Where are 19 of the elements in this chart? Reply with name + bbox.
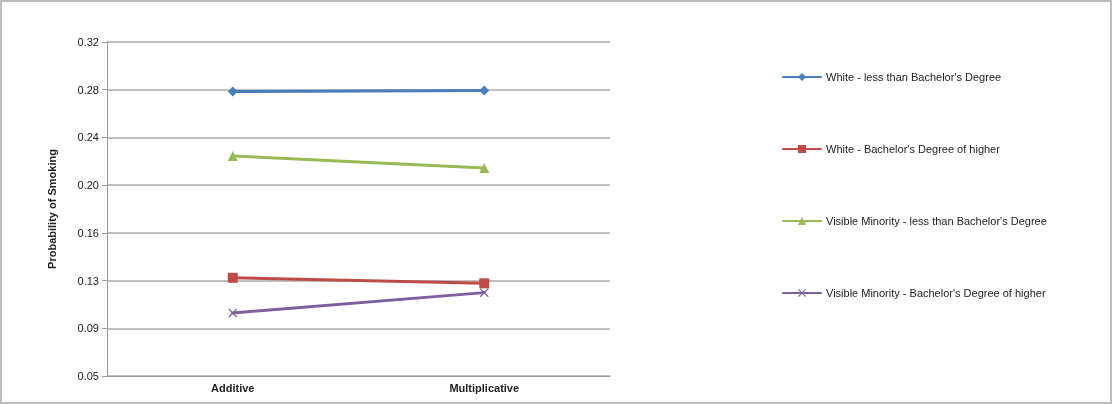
y-tick-label: 0.13	[77, 274, 99, 287]
y-axis-title: Probability of Smoking	[45, 149, 58, 269]
x-tick-label: Additive	[211, 381, 255, 394]
y-tick-label: 0.24	[77, 131, 99, 144]
point	[479, 288, 489, 298]
point	[479, 278, 490, 289]
point	[228, 308, 238, 318]
legend-label: White - less than Bachelor's Degree	[826, 71, 1002, 83]
y-tick-label: 0.05	[77, 370, 99, 382]
y-tick-label: 0.16	[77, 226, 99, 239]
y-tick-label: 0.20	[77, 179, 99, 192]
y-tick-label: 0.28	[77, 83, 99, 96]
x-tick-label: Multiplicative	[449, 381, 520, 394]
legend-label: White - Bachelor's Degree of higher	[826, 143, 1001, 155]
point	[227, 272, 238, 283]
y-tick-label: 0.32	[77, 36, 99, 48]
legend-label: Visible Minority - less than Bachelor's Degree	[826, 215, 1047, 227]
y-tick-label: 0.09	[77, 322, 99, 335]
legend-label: Visible Minority - Bachelor's Degree of higher	[826, 287, 1046, 299]
